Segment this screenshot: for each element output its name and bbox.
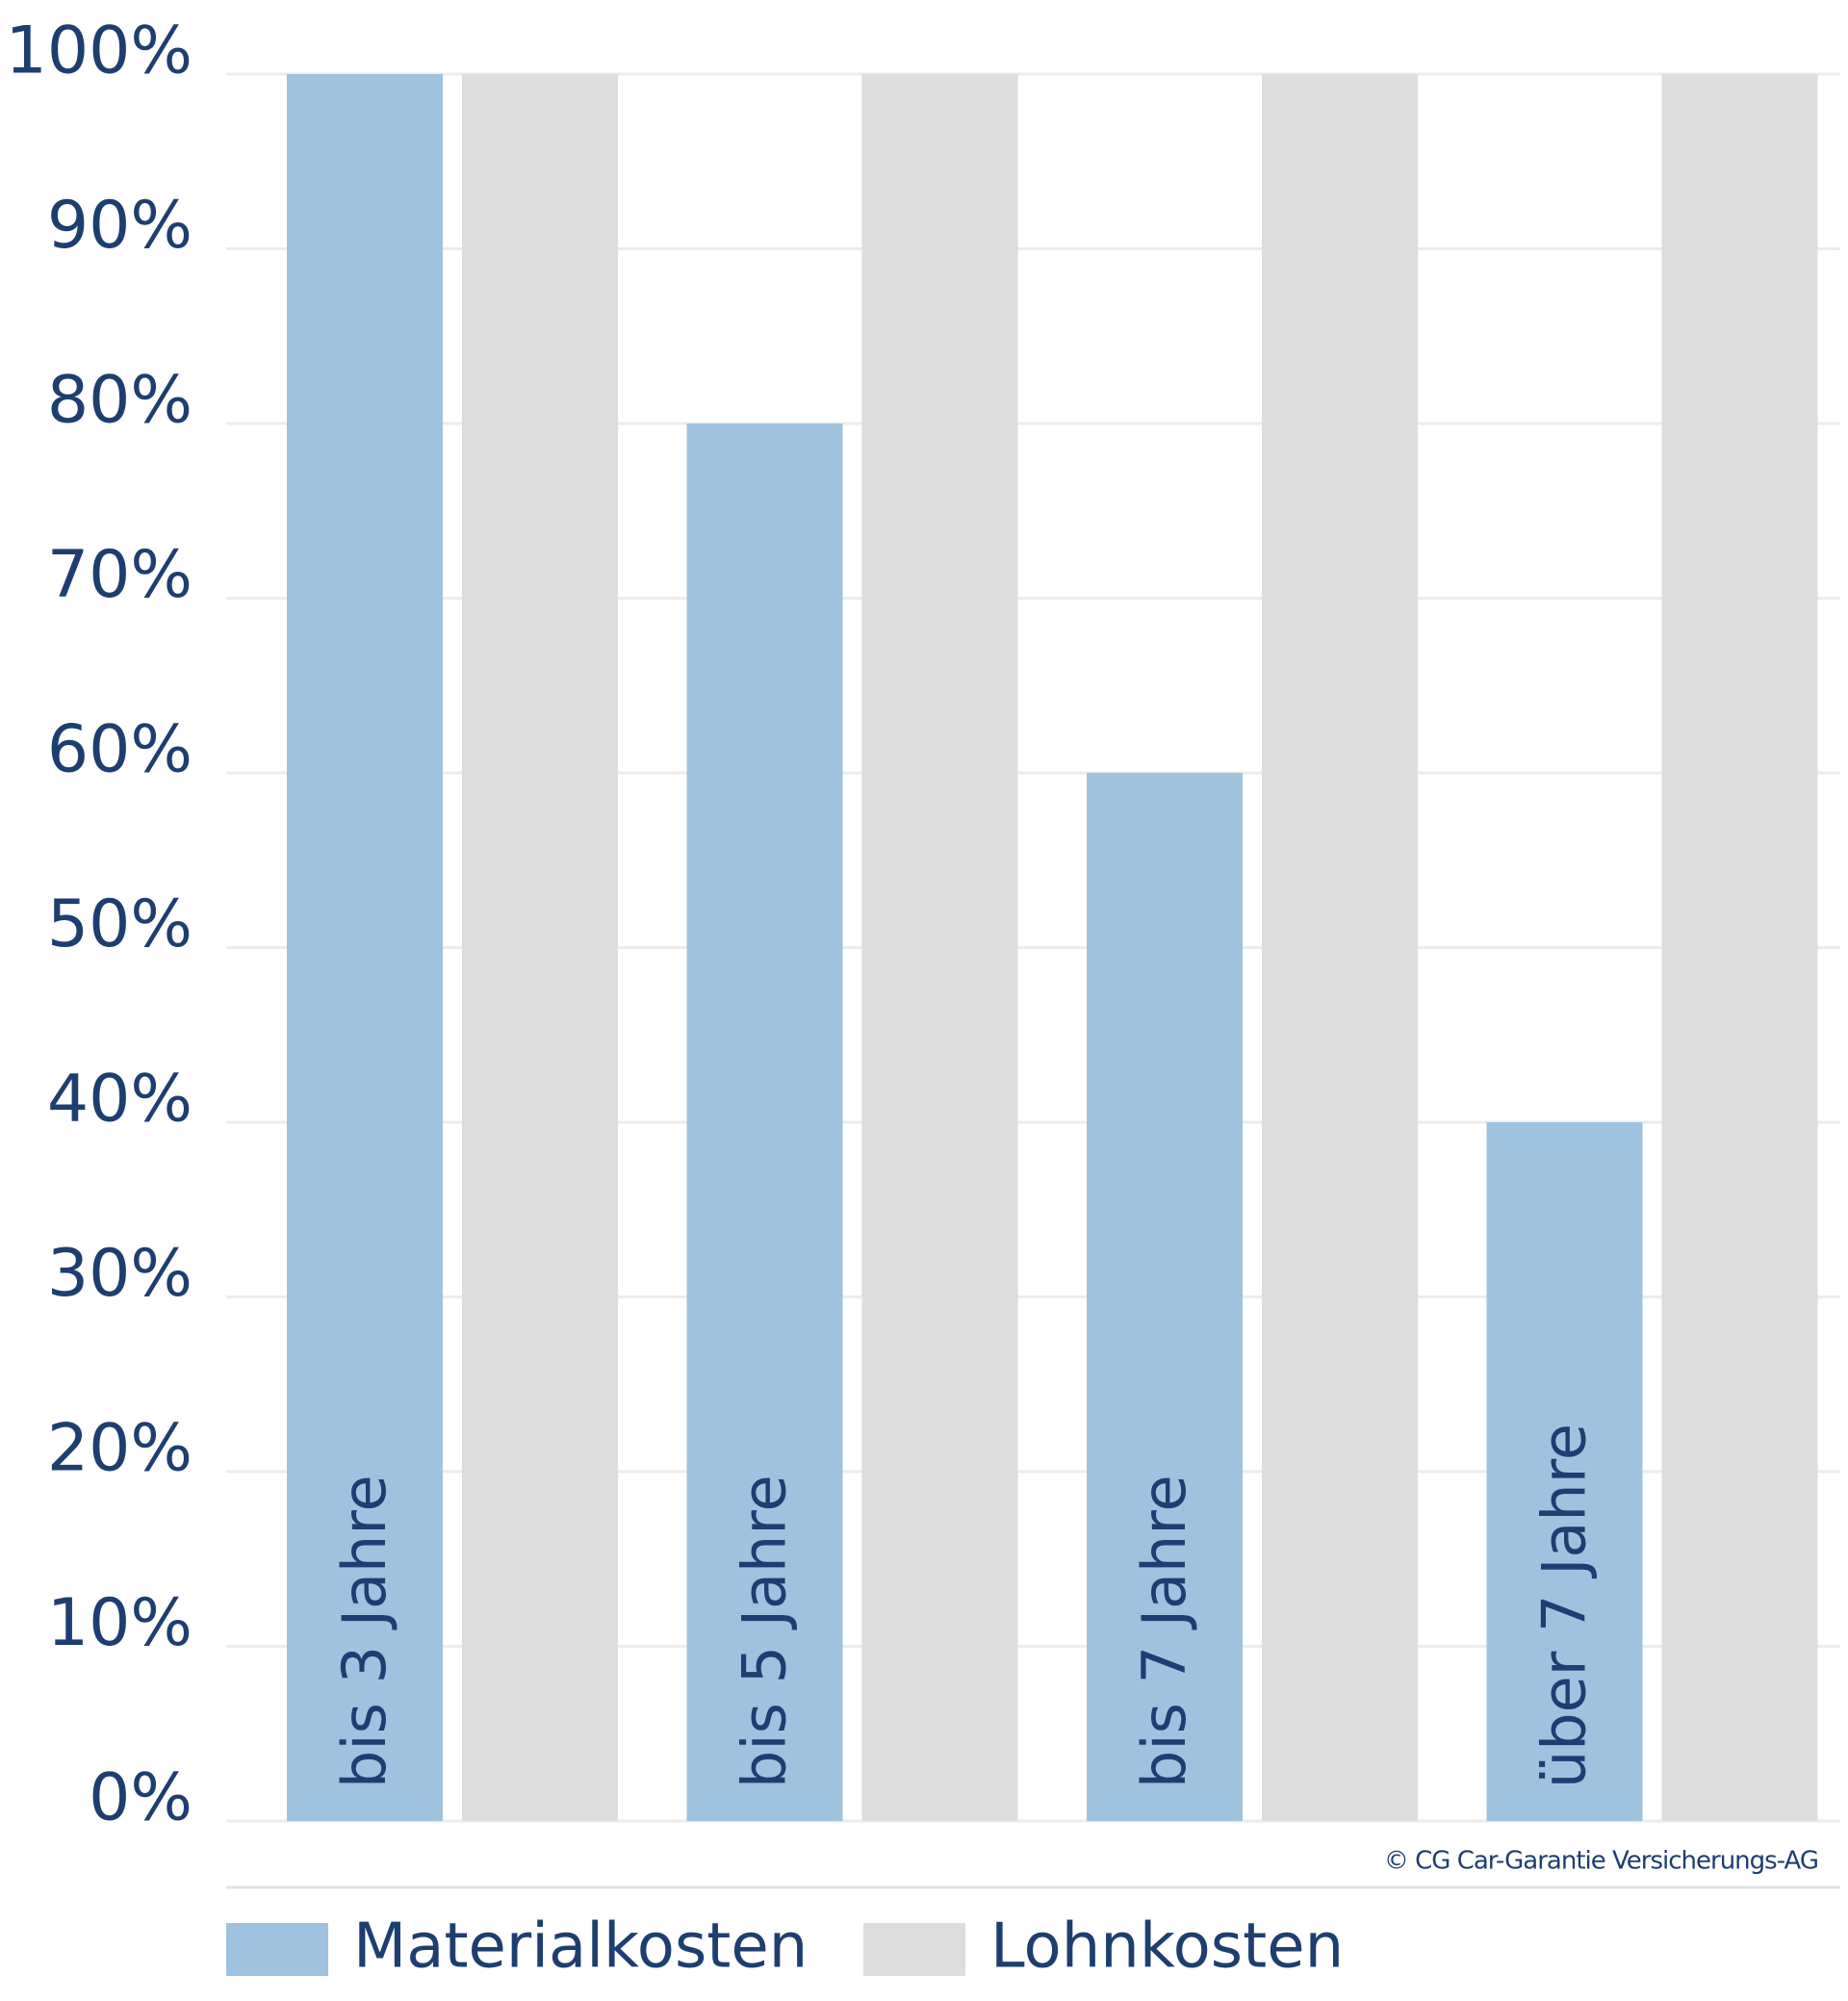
y-tick-label: 50% [47,886,192,962]
bar [1262,74,1418,1821]
bar [287,74,443,1821]
bar [1486,1122,1643,1821]
y-tick-label: 90% [47,188,192,264]
legend-swatch [863,1923,965,1976]
legend-swatch [226,1923,328,1976]
legend-label: Lohnkosten [990,1911,1344,1983]
y-tick-label: 60% [47,712,192,788]
category-label: bis 3 Jahre [329,1475,399,1788]
category-label: bis 7 Jahre [1129,1475,1199,1788]
y-tick-label: 100% [6,13,192,90]
y-tick-label: 70% [47,537,192,613]
bar [1087,773,1243,1821]
y-tick-label: 30% [47,1236,192,1312]
y-tick-label: 10% [47,1585,192,1661]
y-tick-label: 20% [47,1411,192,1487]
y-tick-label: 0% [89,1760,192,1836]
legend-label: Materialkosten [353,1911,808,1983]
y-tick-label: 40% [47,1062,192,1138]
bar [1661,74,1818,1821]
bar [462,74,618,1821]
y-tick-label: 80% [47,363,192,439]
bar [861,74,1018,1821]
bar [686,423,843,1821]
category-label: bis 5 Jahre [730,1475,800,1788]
source-note: © CG Car-Garantie Versicherungs-AG [1384,1847,1818,1876]
category-label: über 7 Jahre [1529,1424,1600,1788]
